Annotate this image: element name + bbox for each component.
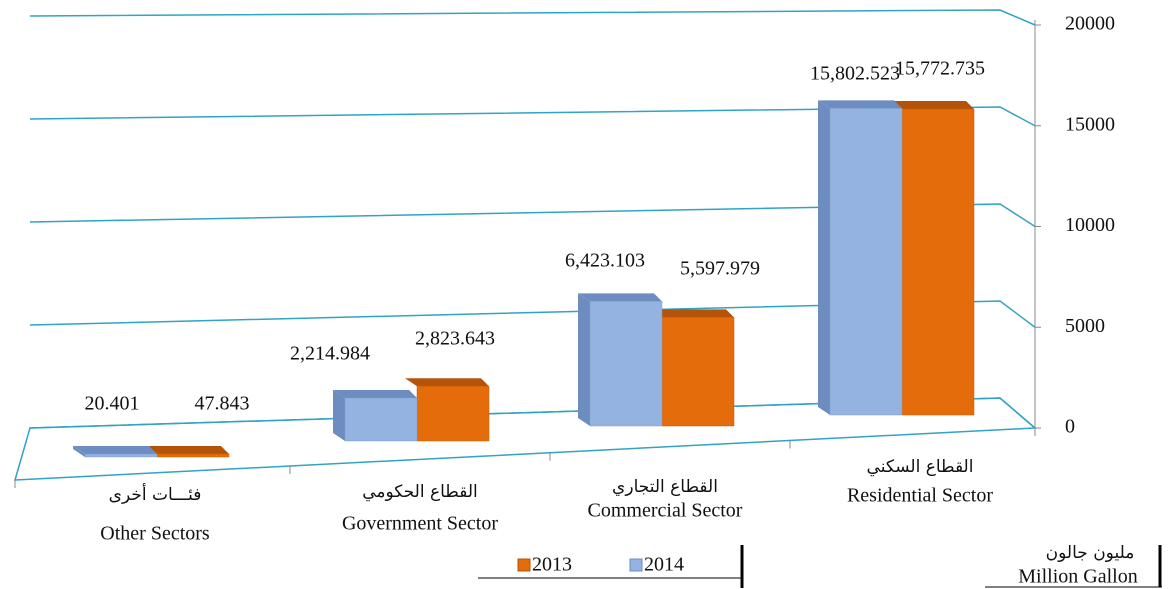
bar-face: [145, 446, 229, 454]
value-label: 2,823.643: [415, 328, 495, 350]
bar: [145, 446, 230, 458]
legend-label: 2014: [644, 554, 684, 576]
bar: [650, 309, 735, 427]
unit-ar: مليون جالون: [1046, 543, 1135, 563]
y-tick-label: 15000: [1065, 113, 1115, 135]
bar-face: [818, 100, 830, 415]
bar: [578, 293, 663, 427]
bar: [818, 100, 903, 416]
legend-swatch: [629, 558, 643, 572]
value-label: 15,772.735: [895, 58, 985, 80]
bar-face: [578, 293, 662, 302]
bar-face: [333, 390, 345, 441]
bar-face: [818, 100, 902, 109]
legend-label: 2013: [532, 554, 572, 576]
bar: [890, 101, 975, 416]
bar-face: [416, 385, 490, 442]
x-tick-label: Residential Sector: [847, 485, 993, 507]
y-tick-label: 0: [1065, 416, 1075, 438]
bar-face: [84, 453, 158, 458]
bar-face: [344, 397, 418, 442]
y-tick-label: 20000: [1065, 13, 1115, 35]
bar-face: [73, 446, 157, 454]
bar-face: [901, 108, 975, 416]
value-label: 2,214.984: [290, 343, 370, 365]
bar-face: [333, 390, 417, 399]
bar-face: [589, 301, 663, 427]
bar-face: [578, 293, 590, 426]
bar-face: [73, 446, 85, 457]
value-label: 6,423.103: [565, 250, 645, 272]
bar: [73, 446, 158, 458]
x-tick-label: Government Sector: [342, 513, 498, 535]
bar-face: [661, 317, 735, 427]
x-tick-label: Other Sectors: [100, 523, 210, 545]
unit-en: Million Gallon: [1018, 566, 1137, 588]
grid-line: [29, 203, 1036, 228]
grid-line: [29, 9, 1036, 26]
value-label: 47.843: [195, 393, 250, 415]
y-tick-label: 5000: [1065, 315, 1105, 337]
bar-face: [156, 453, 230, 458]
value-label: 15,802.523: [810, 63, 900, 85]
x-tick-label-ar: القطاع التجاري: [612, 477, 718, 497]
bar-face: [890, 101, 974, 110]
grid-line: [29, 300, 1036, 328]
grid-line: [29, 106, 1036, 127]
x-tick-label: Commercial Sector: [588, 500, 743, 522]
x-tick-label-ar: القطاع السكني: [867, 457, 974, 477]
bar-face: [405, 378, 489, 387]
x-tick-label-ar: القطاع الحكومي: [362, 482, 478, 502]
value-label: 20.401: [85, 393, 140, 415]
bar: [333, 390, 418, 442]
y-tick-label: 10000: [1065, 214, 1115, 236]
legend-swatch: [517, 558, 531, 572]
bar-face: [650, 309, 734, 318]
bar: [405, 378, 490, 442]
x-tick-label-ar: فئـــات أخرى: [109, 483, 202, 505]
bar-face: [829, 108, 903, 416]
value-label: 5,597.979: [680, 258, 760, 280]
